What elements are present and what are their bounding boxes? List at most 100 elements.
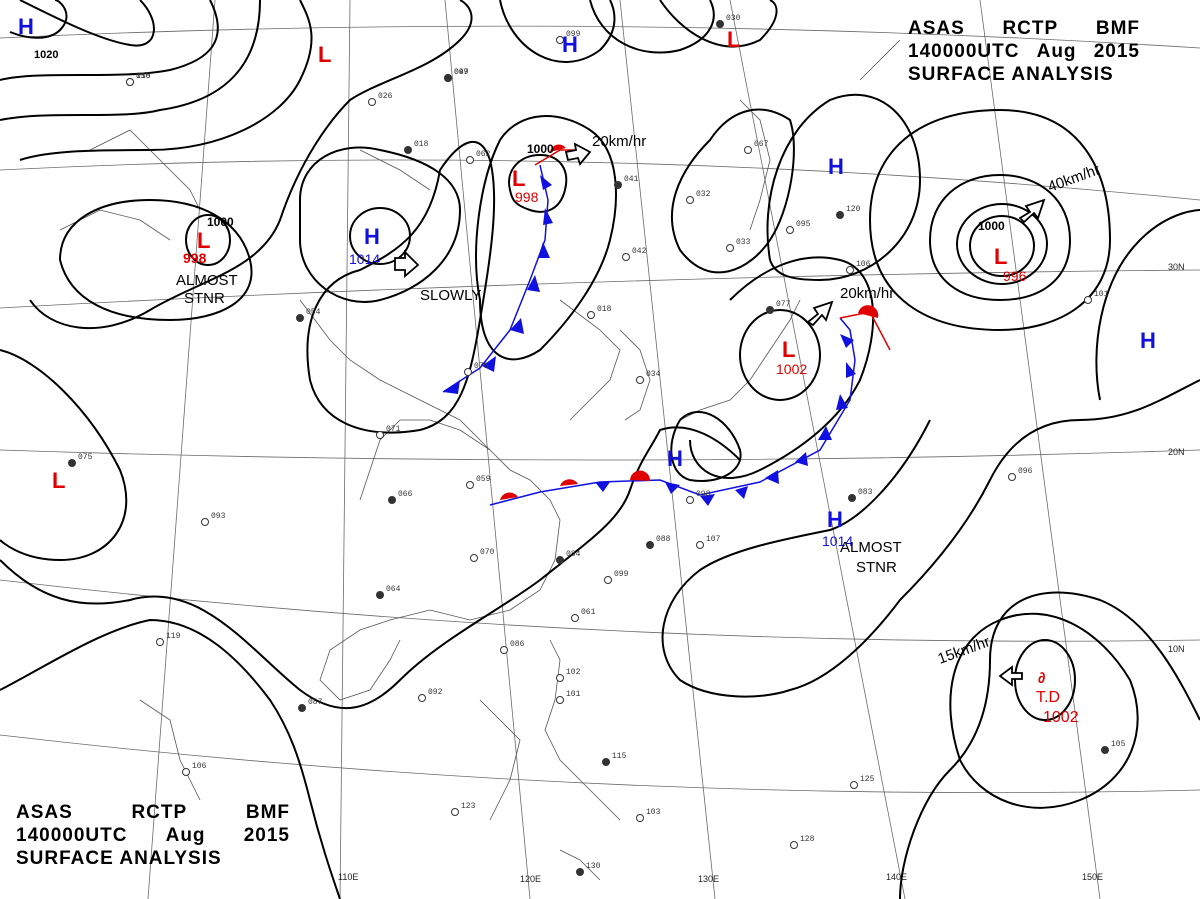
station-pressure: 125: [860, 775, 875, 784]
station-marker: [646, 541, 654, 549]
low-isobar-5: 1000: [527, 142, 554, 156]
td-symbol: ∂: [1038, 670, 1045, 687]
high-center-6: H: [562, 32, 578, 57]
td-label: T.D: [1036, 689, 1060, 706]
station-pressure: 061: [581, 608, 596, 617]
station-pressure: 158: [136, 72, 151, 81]
station-marker: [1084, 296, 1092, 304]
high-value-1: 1020: [34, 49, 58, 61]
station-pressure: 018: [597, 305, 612, 314]
station-marker: [464, 368, 472, 376]
motion-arrows: [394, 142, 1046, 687]
station-marker: [614, 181, 622, 189]
header-top-l2-b: Aug: [1036, 41, 1077, 62]
low-center-3: L: [197, 228, 210, 253]
station-pressure: 026: [378, 92, 393, 101]
station-marker: [576, 868, 584, 876]
station-pressure: 120: [846, 205, 861, 214]
station-pressure: 032: [696, 190, 711, 199]
high-value-13: 1014: [822, 533, 853, 549]
low-center-7: L: [727, 27, 740, 52]
lon-label-110e: 110E: [338, 872, 358, 882]
header-top-l1-a: ASAS: [908, 18, 965, 39]
station-marker: [418, 694, 426, 702]
station-pressure: 095: [796, 220, 811, 229]
station-marker: [786, 226, 794, 234]
station-pressure: 084: [566, 550, 581, 559]
station-pressure: 047: [454, 68, 469, 77]
header-bot-l1-b: RCTP: [131, 802, 188, 823]
station-marker: [470, 554, 478, 562]
station-pressure: 054: [306, 308, 321, 317]
station-marker: [466, 481, 474, 489]
high-center-13: H: [827, 507, 843, 532]
low-isobar-9: 1000: [978, 219, 1005, 233]
station-marker: [68, 459, 76, 467]
station-pressure: 033: [736, 238, 751, 247]
stationary-front: [489, 317, 856, 506]
station-marker: [388, 496, 396, 504]
header-bot-l3: SURFACE ANALYSIS: [16, 848, 222, 869]
station-marker: [376, 431, 384, 439]
station-marker: [587, 311, 595, 319]
station-pressure: 086: [510, 640, 525, 649]
station-pressure: 101: [566, 690, 581, 699]
station-marker: [790, 841, 798, 849]
station-marker: [836, 211, 844, 219]
station-pressure: 062: [476, 150, 491, 159]
station-pressure: 099: [614, 570, 629, 579]
cold-front-north: [442, 164, 549, 393]
station-marker: [744, 146, 752, 154]
station-marker: [556, 674, 564, 682]
station-marker: [556, 36, 564, 44]
station-pressure: 102: [566, 668, 581, 677]
station-marker: [404, 146, 412, 154]
station-marker: [696, 541, 704, 549]
td-value: 1002: [1043, 709, 1079, 726]
low-value-5: 998: [515, 189, 539, 205]
lat-label-30n: 30N: [1168, 262, 1185, 272]
station-pressure: 071: [386, 425, 401, 434]
station-pressure: 010: [136, 72, 151, 81]
header-top-l2-c: 2015: [1093, 41, 1140, 62]
high-value-4: 1014: [349, 251, 380, 267]
low-center-9: L: [994, 244, 1007, 269]
station-marker: [726, 244, 734, 252]
station-marker: [451, 808, 459, 816]
station-marker: [201, 518, 209, 526]
station-pressure: 041: [624, 175, 639, 184]
low-value-3: 998: [183, 250, 207, 266]
station-marker: [848, 494, 856, 502]
station-pressure: 067: [754, 140, 769, 149]
station-marker: [636, 376, 644, 384]
station-marker: [368, 98, 376, 106]
low-value-10: 1002: [776, 361, 807, 377]
station-marker: [466, 156, 474, 164]
station-marker: [636, 814, 644, 822]
station-pressure: 123: [461, 802, 476, 811]
station-pressure: 099: [454, 68, 469, 77]
high-center-12: H: [667, 446, 683, 471]
station-marker: [846, 266, 854, 274]
low-center-5: L: [512, 166, 525, 191]
header-bot-l2-b: Aug: [165, 825, 206, 846]
station-marker: [716, 20, 724, 28]
low-isobar-3: 1000: [207, 215, 234, 229]
low-center-10: L: [782, 337, 795, 362]
station-marker: [182, 768, 190, 776]
station-pressure: 106: [192, 762, 207, 771]
lon-label-140e: 140E: [886, 872, 907, 882]
station-pressure: 099: [566, 30, 581, 39]
station-pressure: 119: [166, 632, 181, 641]
station-marker: [296, 314, 304, 322]
station-marker: [444, 74, 452, 82]
note-13-line1: ALMOST: [840, 539, 902, 556]
station-marker: [602, 758, 610, 766]
station-pressure: 130: [586, 862, 601, 871]
high-center-1: H: [18, 14, 34, 39]
station-marker: [622, 253, 630, 261]
header-bot-l1-a: ASAS: [16, 802, 73, 823]
station-pressure: 079: [474, 362, 489, 371]
